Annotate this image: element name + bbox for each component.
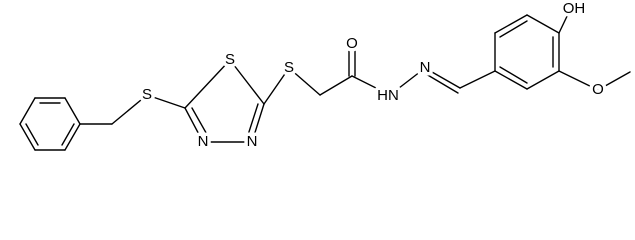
atom-label: N: [198, 133, 209, 150]
bond: [389, 67, 426, 96]
bond: [184, 107, 204, 143]
bond: [263, 67, 290, 105]
bond: [288, 67, 321, 96]
bond: [61, 123, 75, 146]
atom-label: S: [142, 86, 152, 103]
atom-label: O: [592, 81, 604, 98]
atom-label: N: [420, 59, 431, 76]
bond: [246, 103, 259, 139]
bond: [526, 70, 560, 90]
atom-label: OH: [563, 0, 586, 17]
bond: [229, 59, 265, 105]
bond: [64, 97, 81, 125]
bond: [111, 94, 148, 125]
bond: [351, 75, 391, 96]
atom-label: N: [247, 133, 258, 150]
atom-labels: S S N N S O HN N OH O: [138, 0, 607, 153]
bond: [597, 71, 631, 91]
bond: [494, 70, 528, 90]
atom-label: O: [346, 35, 358, 52]
bond: [526, 14, 560, 34]
bond: [251, 103, 265, 143]
bond: [425, 73, 459, 94]
bond: [499, 66, 528, 84]
atom-label: HN: [377, 87, 399, 104]
bond: [64, 123, 81, 151]
bond: [191, 107, 210, 139]
bond: [19, 97, 36, 125]
bond: [146, 94, 186, 109]
atom-label: S: [225, 51, 235, 68]
bond: [19, 123, 36, 151]
structure: S S N N S O HN N OH O: [19, 0, 631, 153]
atom-label: S: [284, 59, 294, 76]
bond: [25, 123, 39, 146]
bond: [184, 59, 231, 109]
bond: [558, 70, 599, 91]
bond: [319, 75, 353, 96]
bond: [494, 14, 528, 34]
bond: [558, 9, 571, 34]
bond: [424, 67, 461, 89]
bond: [499, 20, 528, 38]
bonds: [19, 9, 631, 151]
bond: [459, 70, 496, 89]
